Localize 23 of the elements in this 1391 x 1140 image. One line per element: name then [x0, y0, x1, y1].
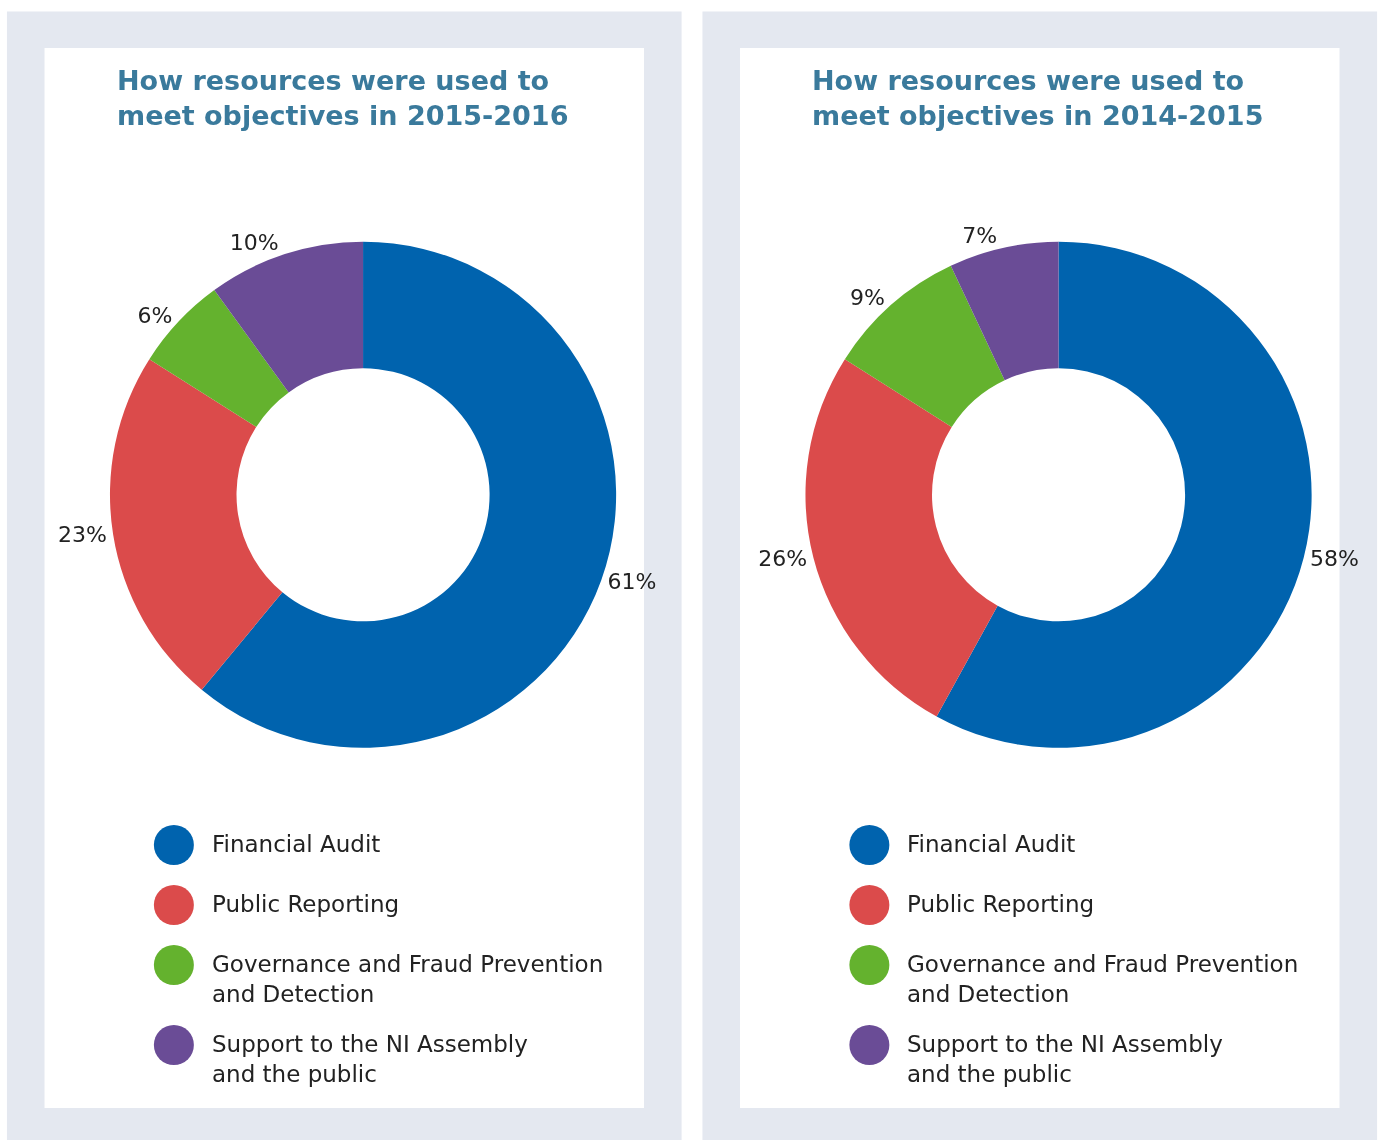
data-label: 61% — [607, 569, 657, 595]
donut-slice — [110, 359, 283, 690]
data-label: 26% — [758, 545, 808, 571]
legend-label: Governance and Fraud Prevention and Detection — [212, 951, 604, 1007]
donut-slice — [950, 241, 1059, 381]
data-label: 58% — [1309, 545, 1359, 571]
donut-slice — [936, 241, 1312, 748]
legend-label: Support to the NI Assembly and the public — [907, 1031, 1223, 1087]
data-label: 9% — [850, 285, 885, 311]
legend-label: Public Reporting — [907, 891, 1095, 917]
data-label: 7% — [962, 223, 998, 249]
legend-label: Financial Audit — [907, 831, 1076, 857]
chart-title: How resources were used to meet objectives in 2015-2016 — [117, 65, 569, 132]
data-label: 23% — [57, 522, 107, 548]
chart-title: How resources were used to meet objectives in 2014-2015 — [812, 65, 1264, 132]
donut-slice — [844, 265, 1005, 427]
legend-label: Support to the NI Assembly and the public — [212, 1031, 528, 1087]
legend-label: Public Reporting — [212, 891, 400, 917]
data-label: 6% — [137, 303, 173, 329]
data-label: 10% — [229, 230, 279, 256]
legend-label: Governance and Fraud Prevention and Detection — [907, 951, 1299, 1007]
donut-slice — [805, 359, 998, 717]
legend-label: Financial Audit — [212, 831, 381, 857]
